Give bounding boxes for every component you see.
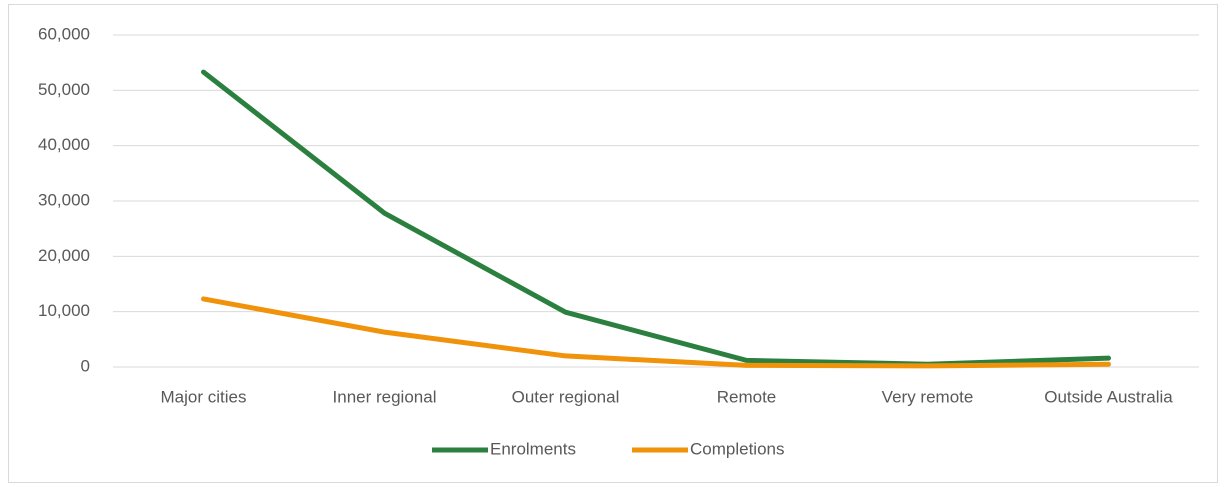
legend-label: Enrolments — [490, 439, 576, 458]
x-tick-label: Remote — [717, 387, 777, 406]
legend-label: Completions — [690, 439, 785, 458]
x-tick-label: Very remote — [882, 387, 974, 406]
y-tick-label: 10,000 — [38, 301, 90, 320]
y-tick-label: 40,000 — [38, 135, 90, 154]
x-tick-label: Inner regional — [333, 387, 437, 406]
y-tick-label: 30,000 — [38, 190, 90, 209]
x-tick-label: Outside Australia — [1044, 387, 1173, 406]
y-tick-label: 60,000 — [38, 24, 90, 43]
chart-border — [8, 4, 1218, 483]
y-tick-label: 50,000 — [38, 80, 90, 99]
y-tick-label: 20,000 — [38, 246, 90, 265]
line-series — [201, 296, 1111, 369]
y-tick-label: 0 — [81, 356, 90, 375]
x-tick-label: Major cities — [161, 387, 247, 406]
x-tick-label: Outer regional — [512, 387, 620, 406]
